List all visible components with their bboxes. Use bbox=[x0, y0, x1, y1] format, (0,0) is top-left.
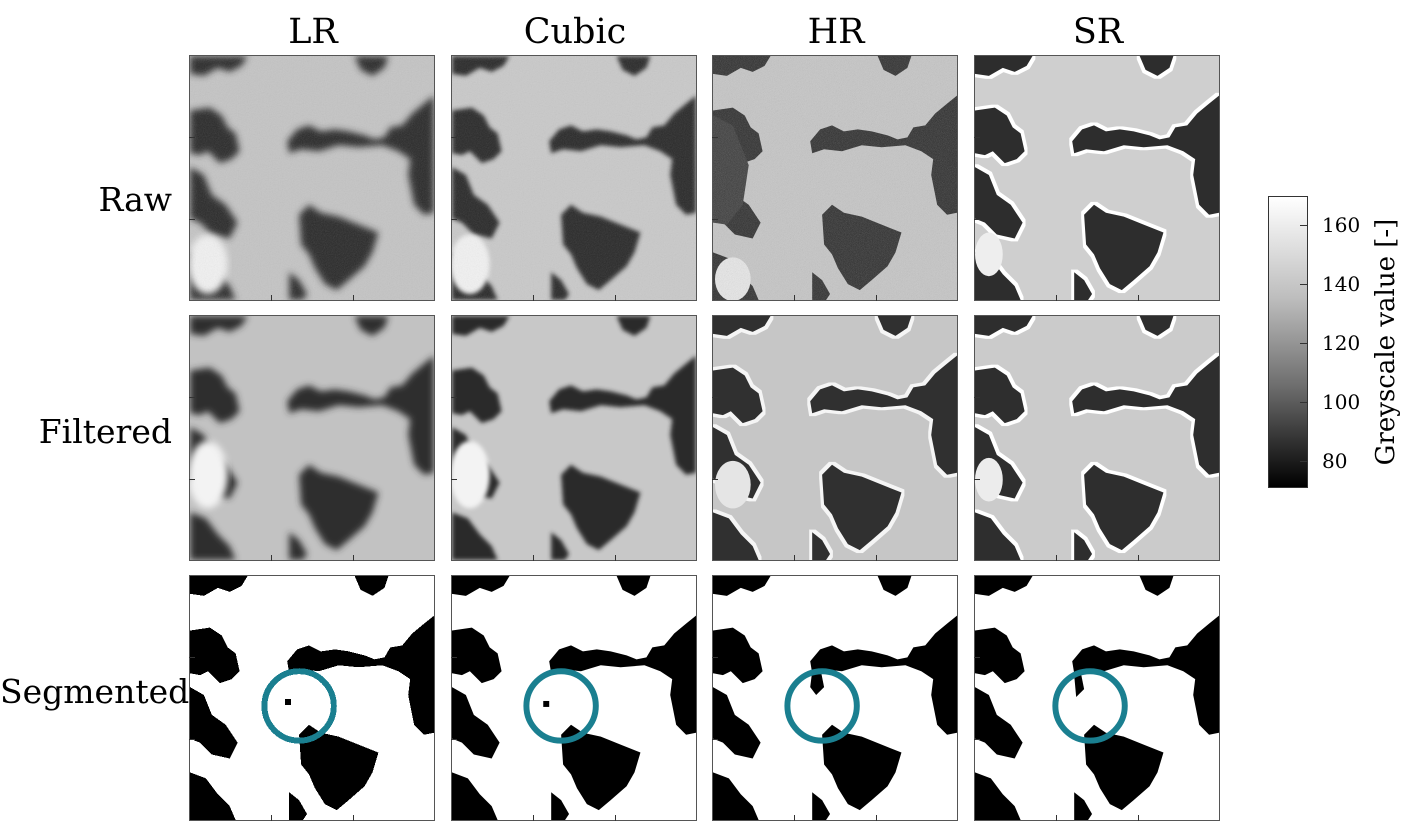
axis-tick bbox=[1138, 555, 1139, 561]
axis-tick bbox=[533, 555, 534, 561]
axis-tick bbox=[974, 479, 980, 480]
axis-tick bbox=[451, 137, 457, 138]
row-label-filtered: Filtered bbox=[38, 412, 172, 451]
colorbar-tick bbox=[1300, 225, 1308, 226]
image-segmented-sr bbox=[975, 576, 1219, 820]
column-header-lr: LR bbox=[288, 12, 338, 52]
axis-tick bbox=[712, 137, 718, 138]
axis-tick bbox=[451, 479, 457, 480]
row-label-segmented: Segmented bbox=[0, 672, 190, 711]
image-segmented-hr bbox=[713, 576, 957, 820]
highlight-circle bbox=[261, 668, 337, 744]
panel-raw-lr bbox=[189, 55, 435, 301]
axis-tick bbox=[533, 295, 534, 301]
axis-tick bbox=[712, 219, 718, 220]
axis-tick bbox=[189, 137, 195, 138]
panel-filtered-cubic bbox=[451, 315, 697, 561]
image-filtered-lr bbox=[190, 316, 434, 560]
axis-tick bbox=[533, 815, 534, 821]
colorbar-tick-label: 100 bbox=[1322, 390, 1361, 414]
panel-segmented-sr bbox=[974, 575, 1220, 821]
highlight-circle bbox=[1052, 668, 1128, 744]
axis-tick bbox=[189, 219, 195, 220]
axis-tick bbox=[794, 295, 795, 301]
panel-segmented-cubic bbox=[451, 575, 697, 821]
axis-tick bbox=[189, 479, 195, 480]
colorbar-tick-label: 120 bbox=[1322, 331, 1361, 355]
axis-tick bbox=[1056, 295, 1057, 301]
axis-tick bbox=[974, 657, 980, 658]
axis-tick bbox=[794, 555, 795, 561]
colorbar-tick-label: 140 bbox=[1322, 272, 1361, 296]
panel-filtered-lr bbox=[189, 315, 435, 561]
panel-segmented-hr bbox=[712, 575, 958, 821]
axis-tick bbox=[451, 657, 457, 658]
image-raw-hr bbox=[713, 56, 957, 300]
axis-tick bbox=[876, 555, 877, 561]
colorbar-tick bbox=[1300, 284, 1308, 285]
axis-tick bbox=[451, 219, 457, 220]
axis-tick bbox=[974, 137, 980, 138]
highlight-circle bbox=[784, 668, 860, 744]
colorbar-tick bbox=[1300, 343, 1308, 344]
axis-tick bbox=[615, 295, 616, 301]
axis-tick bbox=[712, 657, 718, 658]
axis-tick bbox=[189, 657, 195, 658]
axis-tick bbox=[451, 397, 457, 398]
axis-tick bbox=[353, 815, 354, 821]
image-raw-cubic bbox=[452, 56, 696, 300]
axis-tick bbox=[271, 295, 272, 301]
panel-raw-cubic bbox=[451, 55, 697, 301]
column-header-cubic: Cubic bbox=[523, 12, 627, 52]
colorbar-title: Greyscale value [-] bbox=[1371, 218, 1401, 466]
axis-tick bbox=[712, 479, 718, 480]
axis-tick bbox=[974, 739, 980, 740]
axis-tick bbox=[271, 555, 272, 561]
axis-tick bbox=[353, 295, 354, 301]
axis-tick bbox=[615, 815, 616, 821]
axis-tick bbox=[794, 815, 795, 821]
image-raw-sr bbox=[975, 56, 1219, 300]
column-header-hr: HR bbox=[807, 12, 865, 52]
colorbar-tick-label: 80 bbox=[1322, 449, 1348, 473]
image-filtered-cubic bbox=[452, 316, 696, 560]
axis-tick bbox=[1138, 295, 1139, 301]
axis-tick bbox=[353, 555, 354, 561]
panel-raw-sr bbox=[974, 55, 1220, 301]
axis-tick bbox=[615, 555, 616, 561]
axis-tick bbox=[712, 397, 718, 398]
colorbar-tick bbox=[1300, 402, 1308, 403]
axis-tick bbox=[189, 739, 195, 740]
highlight-circle bbox=[523, 668, 599, 744]
axis-tick bbox=[974, 219, 980, 220]
colorbar bbox=[1268, 196, 1308, 488]
image-raw-lr bbox=[190, 56, 434, 300]
panel-filtered-sr bbox=[974, 315, 1220, 561]
colorbar-tick-label: 160 bbox=[1322, 213, 1361, 237]
column-header-sr: SR bbox=[1072, 12, 1124, 52]
image-filtered-sr bbox=[975, 316, 1219, 560]
panel-filtered-hr bbox=[712, 315, 958, 561]
axis-tick bbox=[876, 295, 877, 301]
image-segmented-cubic bbox=[452, 576, 696, 820]
axis-tick bbox=[1056, 815, 1057, 821]
axis-tick bbox=[712, 739, 718, 740]
row-label-raw: Raw bbox=[98, 180, 172, 219]
panel-raw-hr bbox=[712, 55, 958, 301]
axis-tick bbox=[876, 815, 877, 821]
axis-tick bbox=[451, 739, 457, 740]
axis-tick bbox=[974, 397, 980, 398]
axis-tick bbox=[1138, 815, 1139, 821]
image-filtered-hr bbox=[713, 316, 957, 560]
panel-segmented-lr bbox=[189, 575, 435, 821]
axis-tick bbox=[1056, 555, 1057, 561]
axis-tick bbox=[271, 815, 272, 821]
colorbar-tick bbox=[1300, 461, 1308, 462]
axis-tick bbox=[189, 397, 195, 398]
image-segmented-lr bbox=[190, 576, 434, 820]
